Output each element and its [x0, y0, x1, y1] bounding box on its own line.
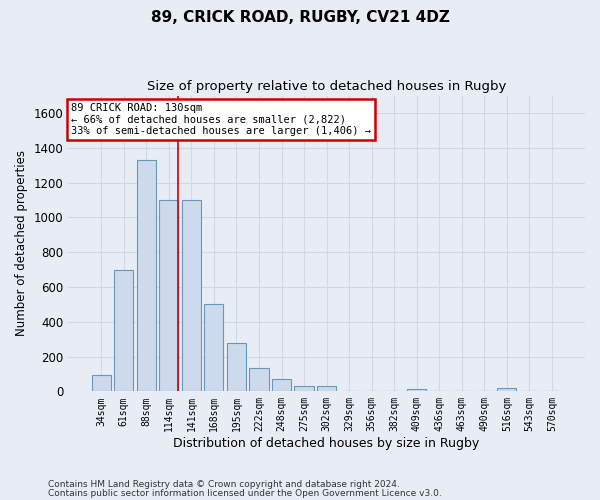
Bar	[295, 386, 314, 392]
Bar	[114, 270, 133, 392]
Bar	[159, 200, 178, 392]
X-axis label: Distribution of detached houses by size in Rugby: Distribution of detached houses by size …	[173, 437, 480, 450]
Text: 89 CRICK ROAD: 130sqm
← 66% of detached houses are smaller (2,822)
33% of semi-d: 89 CRICK ROAD: 130sqm ← 66% of detached …	[71, 103, 371, 136]
Bar	[205, 304, 223, 392]
Title: Size of property relative to detached houses in Rugby: Size of property relative to detached ho…	[147, 80, 506, 93]
Bar	[317, 386, 336, 392]
Text: 89, CRICK ROAD, RUGBY, CV21 4DZ: 89, CRICK ROAD, RUGBY, CV21 4DZ	[151, 10, 449, 25]
Text: Contains public sector information licensed under the Open Government Licence v3: Contains public sector information licen…	[48, 488, 442, 498]
Bar	[227, 344, 246, 392]
Bar	[92, 375, 111, 392]
Bar	[250, 368, 269, 392]
Y-axis label: Number of detached properties: Number of detached properties	[15, 150, 28, 336]
Bar	[137, 160, 156, 392]
Text: Contains HM Land Registry data © Crown copyright and database right 2024.: Contains HM Land Registry data © Crown c…	[48, 480, 400, 489]
Bar	[182, 200, 201, 392]
Bar	[272, 379, 291, 392]
Bar	[407, 388, 426, 392]
Bar	[497, 388, 517, 392]
